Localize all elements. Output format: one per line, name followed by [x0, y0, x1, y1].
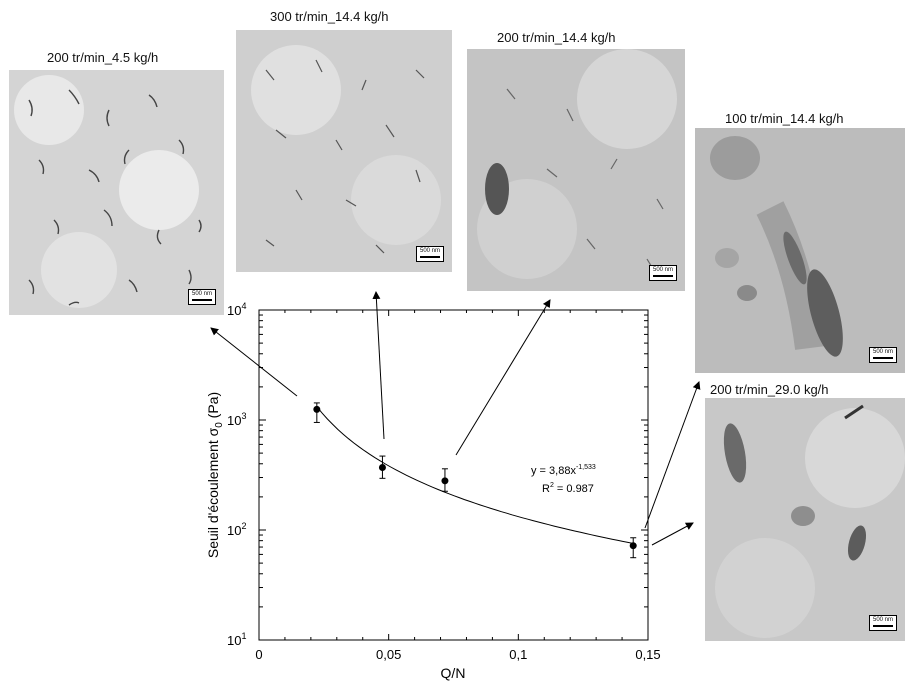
micrograph-title-3: 200 tr/min_14.4 kg/h: [497, 30, 616, 45]
x-tick-label-0: 0: [255, 647, 262, 662]
micrograph-image-2: 500 nm: [236, 30, 452, 272]
y-tick-label-3: 104: [227, 301, 246, 318]
x-tick-label-1: 0,05: [376, 647, 401, 662]
arrow-to-micrograph-5: [651, 522, 694, 546]
power-law-fit-curve: [316, 406, 634, 544]
fit-r-squared-prefix: R: [542, 483, 550, 495]
micrograph-title-5: 200 tr/min_29.0 kg/h: [710, 382, 829, 397]
micrograph-title-1: 200 tr/min_4.5 kg/h: [47, 50, 159, 65]
micrograph-image-4: 500 nm: [695, 128, 905, 373]
scale-bar-4: 500 nm: [868, 347, 897, 363]
arrow-to-micrograph-3: [455, 299, 551, 456]
micrograph-image-5: 500 nm: [705, 398, 905, 641]
y-axis-label-unit: (Pa): [205, 392, 221, 422]
data-point-3: [629, 542, 637, 550]
fit-r-squared: R2 = 0.987: [542, 482, 594, 495]
x-axis-ticks: 0 0,05 0,1 0,15: [255, 310, 661, 662]
scale-bar-label-1: 500 nm: [191, 291, 212, 297]
micrograph-texture-2: [236, 30, 452, 272]
y-axis-label: Seuil d'écoulement σ0 (Pa): [205, 392, 225, 558]
fit-equation: y = 3,88x-1,533: [531, 464, 596, 477]
arrow-to-micrograph-1: [210, 327, 298, 397]
micrograph-image-3: 500 nm: [467, 49, 685, 291]
micrograph-title-2: 300 tr/min_14.4 kg/h: [270, 9, 389, 24]
scale-bar-1: 500 nm: [187, 289, 216, 305]
scale-bar-label-5: 500 nm: [872, 617, 893, 623]
micrograph-texture-4: [695, 128, 905, 373]
scale-bar-2: 500 nm: [415, 246, 444, 262]
x-tick-label-2: 0,1: [509, 647, 527, 662]
x-axis-label: Q/N: [441, 665, 466, 681]
y-tick-label-0: 101: [227, 631, 246, 648]
micrograph-texture-1: [9, 70, 224, 315]
micrograph-image-1: 500 nm: [9, 70, 224, 315]
micrograph-title-4: 100 tr/min_14.4 kg/h: [725, 111, 844, 126]
fit-equation-text: y = 3,88x: [531, 465, 576, 477]
data-point-2: [441, 477, 449, 485]
data-point-0: [313, 405, 321, 413]
scale-bar-label-4: 500 nm: [872, 349, 893, 355]
fit-r-squared-value: = 0.987: [554, 483, 594, 495]
scale-bar-5: 500 nm: [868, 615, 897, 631]
data-point-1: [378, 463, 386, 471]
data-points: [313, 402, 637, 559]
fit-r-squared-exponent: 2: [550, 482, 554, 489]
y-axis-ticks: 101 102 103 104: [227, 301, 648, 648]
y-tick-label-2: 103: [227, 411, 246, 428]
arrow-to-micrograph-2: [372, 291, 385, 440]
micrograph-texture-3: [467, 49, 685, 291]
scale-bar-label-2: 500 nm: [419, 248, 440, 254]
micrograph-texture-5: [705, 398, 905, 641]
fit-equation-exponent: -1,533: [576, 464, 596, 471]
scale-bar-3: 500 nm: [648, 265, 677, 281]
x-tick-label-3: 0,15: [635, 647, 660, 662]
scale-bar-label-3: 500 nm: [652, 267, 673, 273]
plot-frame: [258, 309, 649, 641]
arrow-to-micrograph-4: [644, 381, 701, 529]
y-axis-label-subscript: 0: [214, 422, 225, 428]
y-axis-label-text: Seuil d'écoulement σ: [205, 427, 221, 558]
y-tick-label-1: 102: [227, 521, 246, 538]
